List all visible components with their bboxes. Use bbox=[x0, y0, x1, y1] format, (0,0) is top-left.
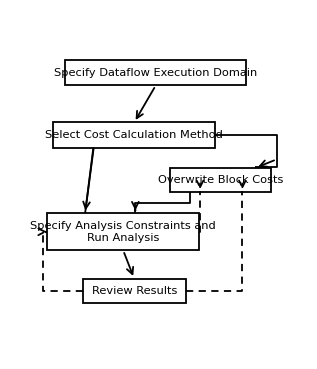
Text: Specify Dataflow Execution Domain: Specify Dataflow Execution Domain bbox=[54, 68, 257, 78]
FancyBboxPatch shape bbox=[65, 60, 246, 86]
Text: Specify Analysis Constraints and
Run Analysis: Specify Analysis Constraints and Run Ana… bbox=[30, 221, 216, 242]
FancyBboxPatch shape bbox=[170, 168, 270, 192]
FancyBboxPatch shape bbox=[83, 279, 186, 303]
FancyBboxPatch shape bbox=[53, 123, 215, 148]
Text: Overwrite Block Costs: Overwrite Block Costs bbox=[158, 175, 283, 185]
Text: Review Results: Review Results bbox=[92, 286, 177, 296]
Text: Select Cost Calculation Method: Select Cost Calculation Method bbox=[45, 130, 223, 140]
FancyBboxPatch shape bbox=[47, 213, 199, 250]
